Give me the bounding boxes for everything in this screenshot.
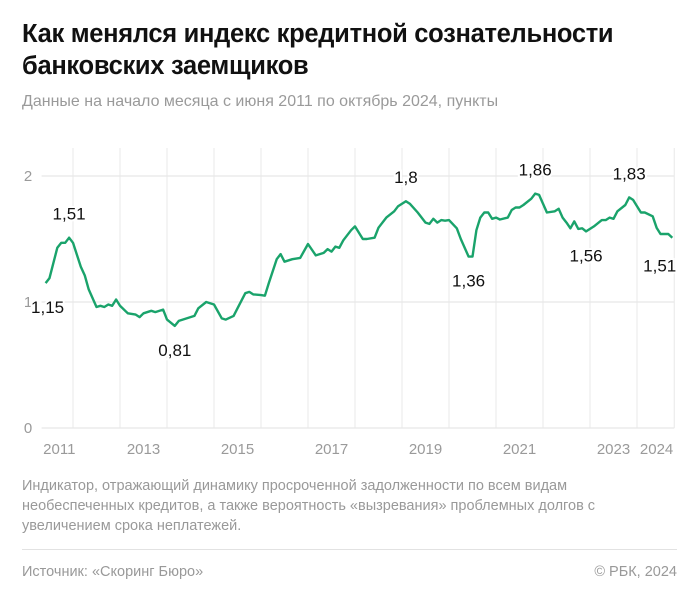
copyright: © РБК, 2024 <box>594 564 677 580</box>
x-tick-label: 2024 <box>640 441 673 458</box>
data-label: 1,56 <box>570 246 603 265</box>
data-label: 0,81 <box>158 341 191 360</box>
x-tick-label: 2019 <box>409 441 442 458</box>
x-tick-label: 2021 <box>503 441 536 458</box>
x-tick-label: 2023 <box>597 441 630 458</box>
x-tick-label: 2017 <box>315 441 348 458</box>
data-label: 1,36 <box>452 272 485 291</box>
x-axis: 2011 2013 2015 2017 2019 2021 2023 2024 <box>43 441 673 458</box>
data-label: 1,8 <box>394 168 418 187</box>
x-tick-label: 2011 <box>43 441 75 458</box>
source: Источник: «Скоринг Бюро» <box>22 564 204 580</box>
data-label: 1,15 <box>31 298 64 317</box>
data-label: 1,86 <box>519 161 552 180</box>
series-line <box>44 192 674 328</box>
y-axis: 0 1 2 <box>24 168 32 437</box>
annotations: 1,15 1,51 0,81 1,8 1,36 1,86 1,56 1,83 1,51 <box>29 159 678 362</box>
chart-subtitle: Данные на начало месяца с июня 2011 по о… <box>22 93 499 110</box>
divider <box>22 549 677 550</box>
y-tick-label: 0 <box>24 420 32 437</box>
data-label: 1,83 <box>613 164 646 183</box>
data-label: 1,51 <box>643 257 676 276</box>
x-tick-label: 2015 <box>221 441 254 458</box>
data-label: 1,51 <box>53 205 86 224</box>
grid <box>41 148 675 429</box>
y-tick-label: 1 <box>24 294 32 311</box>
y-tick-label: 2 <box>24 168 32 185</box>
x-tick-label: 2013 <box>127 441 160 458</box>
chart-title: Как менялся индекс кредитной сознательно… <box>22 20 614 80</box>
footnote: Индикатор, отражающий динамику просрочен… <box>22 478 596 534</box>
